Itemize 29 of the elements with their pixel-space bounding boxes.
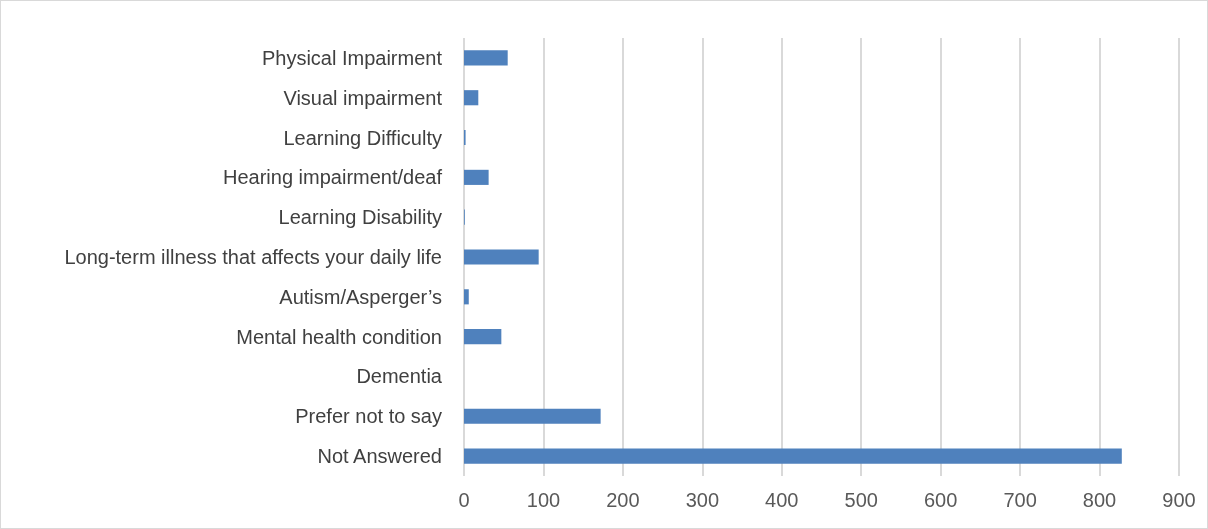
x-tick-label: 500 (844, 489, 878, 511)
bar (464, 50, 508, 66)
bar (464, 329, 502, 345)
x-tick-label: 800 (1082, 489, 1117, 511)
y-tick-label: Visual impairment (283, 86, 443, 109)
y-tick-label: Learning Disability (278, 206, 442, 229)
bar (464, 289, 469, 305)
y-tick-label: Dementia (356, 365, 443, 388)
y-tick-label: Long-term illness that affects your daily life (64, 246, 442, 268)
bar (464, 448, 1122, 464)
y-tick-label: Learning Difficulty (283, 126, 442, 149)
x-tick-label: 400 (765, 489, 799, 511)
x-tick-label: 600 (923, 489, 958, 511)
bar (464, 169, 489, 185)
bar (464, 249, 539, 265)
y-tick-label: Autism/Asperger’s (279, 285, 442, 308)
y-tick-label: Prefer not to say (295, 405, 442, 428)
y-tick-label: Not Answered (317, 445, 442, 468)
y-tick-label: Physical Impairment (261, 46, 443, 69)
x-tick-label: 200 (606, 489, 640, 511)
x-tick-label: 700 (1003, 489, 1037, 511)
bar (464, 90, 479, 106)
x-tick-label: 0 (458, 489, 470, 511)
x-tick-label: 300 (685, 489, 720, 511)
y-tick-label: Hearing impairment/deaf (223, 166, 443, 189)
x-tick-label: 100 (526, 489, 561, 511)
y-tick-label: Mental health condition (236, 325, 442, 348)
bar (464, 408, 601, 424)
x-tick-label: 900 (1162, 489, 1196, 511)
